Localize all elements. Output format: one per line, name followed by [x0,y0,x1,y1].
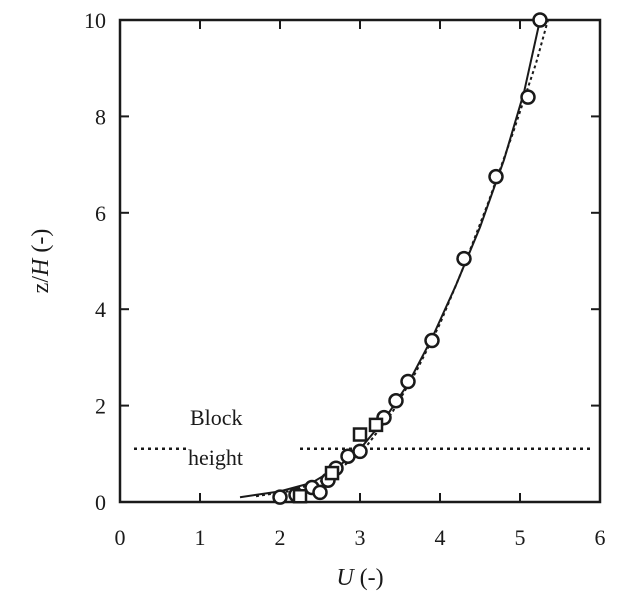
x-tick-label: 2 [275,525,286,550]
x-tick-labels: 0 1 2 3 4 5 6 [115,525,606,550]
fit-curves [239,19,549,499]
axis-ticks [119,19,601,503]
fit-curve-solid [239,19,541,499]
data-point-circle [312,484,328,501]
data-point-circle [352,443,368,460]
data-point-circle [388,393,404,409]
x-tick-label: 5 [515,525,526,550]
data-point-circle [400,373,416,390]
x-axis-label-unit: (-) [354,565,384,591]
data-point-circle [456,250,472,267]
data-point-circle [532,12,548,28]
x-tick-label: 1 [195,525,206,550]
plot-area [118,12,602,505]
data-point-circle [424,332,440,349]
y-tick-label: 8 [95,104,106,129]
data-point-circle [520,89,536,105]
annotation-block: Block [190,405,243,430]
y-tick-label: 4 [95,297,106,322]
x-tick-label: 4 [435,525,446,550]
y-axis-label-prefix: z/ [28,276,54,294]
x-tick-label: 0 [115,525,126,550]
data-point-square [324,465,340,481]
y-axis-label-unit: (-) [28,229,54,259]
y-tick-label: 0 [95,490,106,515]
data-point-square [292,488,308,504]
y-axis-label: z/H (-) [28,229,54,294]
data-point-square [368,417,384,433]
fit-curve-dotted [255,19,549,498]
y-tick-labels: 0 2 4 6 8 10 [84,8,106,515]
annotation-height: height [188,445,243,470]
data-point-circle [272,489,288,505]
y-axis-label-symbol: H [28,257,54,277]
data-point-circle [488,168,504,185]
y-tick-label: 6 [95,201,106,226]
x-axis-label: U (-) [336,565,383,591]
x-tick-label: 3 [355,525,366,550]
data-point-square [352,427,368,442]
x-axis-label-symbol: U [336,565,355,591]
y-tick-label: 2 [95,394,106,419]
x-tick-label: 6 [595,525,606,550]
y-tick-label: 10 [84,8,106,33]
data-markers [272,12,548,505]
